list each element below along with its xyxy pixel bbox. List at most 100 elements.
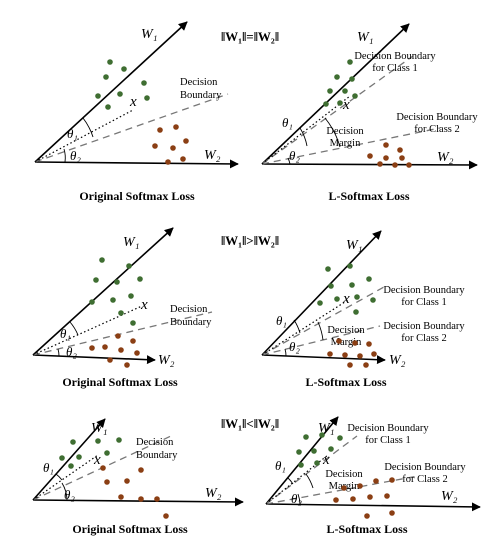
theta2-arc [284, 348, 287, 357]
caption: Original Softmax Loss [72, 522, 188, 536]
class2-point [397, 147, 403, 153]
class1-point [327, 88, 333, 94]
class1-point [337, 100, 343, 106]
x-vector [32, 454, 99, 501]
class1-points [89, 257, 143, 326]
class2-point [392, 162, 398, 168]
theta2-arc [57, 348, 60, 357]
boundary-label: Decision Boundary [180, 77, 222, 101]
class2-points [367, 142, 412, 168]
class1-point [311, 448, 317, 454]
class1-point [68, 463, 74, 469]
theta2-label: θ₂ [289, 339, 300, 354]
class1-point [353, 309, 359, 315]
class1-point [70, 439, 76, 445]
x-vector [265, 454, 329, 505]
w2-vector [261, 160, 478, 170]
row-3-heading: ‖W₁‖<‖W₂‖ [221, 416, 279, 431]
class2-point [347, 362, 353, 368]
class1-point [110, 297, 116, 303]
class2-point [130, 338, 136, 344]
class2-point [389, 510, 395, 516]
class1-point [141, 80, 147, 86]
class2-point [336, 338, 342, 344]
class2-point [138, 496, 144, 502]
w1-label: W₁ [91, 421, 108, 436]
class2-point [384, 493, 390, 499]
class1-point [114, 279, 120, 285]
margin-label-line-1: Decision [327, 325, 365, 336]
class1-point [354, 294, 360, 300]
class1-point [347, 59, 353, 65]
boundary-label-line-2: Boundary [170, 317, 212, 328]
caption: Original Softmax Loss [79, 189, 195, 203]
w2-vector [34, 159, 239, 169]
margin-label-line-1: Decision [326, 126, 364, 137]
class2-boundary-label: Decision Boundary for Class 2 [384, 462, 466, 485]
class1-boundary-label: Decision Boundary for Class 1 [347, 423, 429, 446]
class2-point [371, 351, 377, 357]
w1-vector [261, 230, 382, 356]
w1-vector [261, 23, 410, 165]
class2-points [100, 465, 169, 519]
w1-label: W₁ [357, 30, 374, 45]
class1-point [296, 449, 302, 455]
row-3-left-panel: W₁ W₂ θ₁ θ₂ x Decision Boundary [32, 418, 244, 536]
theta1-label: θ₁ [275, 458, 286, 473]
class2-points [89, 333, 140, 368]
class2-point [352, 340, 358, 346]
class1-point [328, 283, 334, 289]
class1-boundary-line [261, 55, 414, 165]
boundary-label-line-1: Decision [136, 437, 174, 448]
theta1-arc [299, 127, 308, 147]
class2-point [165, 159, 171, 165]
boundary-label: Decision Boundary [136, 437, 178, 461]
w2-vector [32, 354, 156, 365]
margin-label-line-1: Decision [325, 469, 363, 480]
class2-point [357, 483, 363, 489]
w1-label: W₁ [141, 27, 158, 42]
class2-boundary-label-line-1: Decision Boundary [383, 321, 465, 332]
class2-point [138, 467, 144, 473]
class2-point [373, 478, 379, 484]
class1-point [325, 266, 331, 272]
class1-point [317, 300, 323, 306]
class2-boundary-label-line-2: for Class 2 [402, 474, 448, 485]
class1-point [337, 435, 343, 441]
w2-label: W₂ [205, 486, 222, 501]
decision-boundary-line [34, 93, 229, 163]
class1-point [144, 95, 150, 101]
class1-point [323, 101, 329, 107]
w1-label: W₁ [123, 235, 140, 250]
class2-boundary-label: Decision Boundary for Class 2 [396, 112, 478, 135]
class1-boundary-label-line-1: Decision Boundary [383, 285, 465, 296]
class1-point [314, 460, 320, 466]
x-vector [261, 299, 349, 356]
theta2-label: θ₂ [64, 487, 75, 502]
class2-point [102, 344, 108, 350]
class1-point [342, 88, 348, 94]
class2-point [104, 479, 110, 485]
theta1-label: θ₁ [276, 313, 287, 328]
row-1-left-panel: W₁ W₂ θ₁ θ₂ x Decision Boundary [34, 21, 239, 203]
x-label: x [322, 452, 330, 468]
class2-point [157, 127, 163, 133]
class2-boundary-label-line-2: for Class 2 [414, 124, 460, 135]
class2-point [367, 494, 373, 500]
class1-boundary-label: Decision Boundary for Class 1 [354, 51, 436, 74]
class1-point [303, 434, 309, 440]
caption: L-Softmax Loss [326, 522, 407, 536]
w2-vector [32, 497, 244, 507]
x-vector [32, 305, 143, 356]
class1-boundary-line [265, 435, 358, 505]
class1-point [334, 296, 340, 302]
class1-points [95, 59, 150, 110]
row-2-left-panel: W₁ W₂ θ₁ θ₂ x Decision Boundary [32, 227, 212, 389]
class2-point [389, 477, 395, 483]
class2-point [364, 513, 370, 519]
w1-vector [32, 418, 106, 501]
class1-boundary-label-line-1: Decision Boundary [354, 51, 436, 62]
class1-point [370, 297, 376, 303]
class1-point [366, 276, 372, 282]
